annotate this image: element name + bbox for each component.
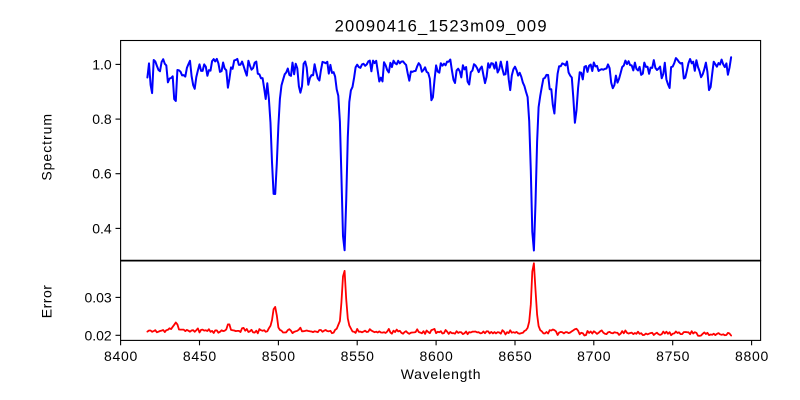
svg-text:Wavelength: Wavelength <box>401 366 481 382</box>
svg-text:Spectrum: Spectrum <box>39 113 55 181</box>
svg-text:0.03: 0.03 <box>84 289 111 305</box>
svg-text:8450: 8450 <box>183 348 217 364</box>
svg-text:0.8: 0.8 <box>92 111 112 127</box>
svg-text:8400: 8400 <box>104 348 138 364</box>
svg-text:8500: 8500 <box>262 348 296 364</box>
svg-text:1.0: 1.0 <box>92 56 112 72</box>
svg-text:8600: 8600 <box>419 348 453 364</box>
svg-text:8700: 8700 <box>577 348 611 364</box>
svg-text:8650: 8650 <box>498 348 532 364</box>
svg-text:20090416_1523m09_009: 20090416_1523m09_009 <box>335 17 548 36</box>
svg-text:0.02: 0.02 <box>84 327 111 343</box>
svg-text:8800: 8800 <box>735 348 769 364</box>
svg-text:8750: 8750 <box>656 348 690 364</box>
svg-text:Error: Error <box>39 285 55 319</box>
svg-text:0.4: 0.4 <box>92 220 112 236</box>
svg-text:0.6: 0.6 <box>92 166 112 182</box>
svg-text:8550: 8550 <box>341 348 375 364</box>
